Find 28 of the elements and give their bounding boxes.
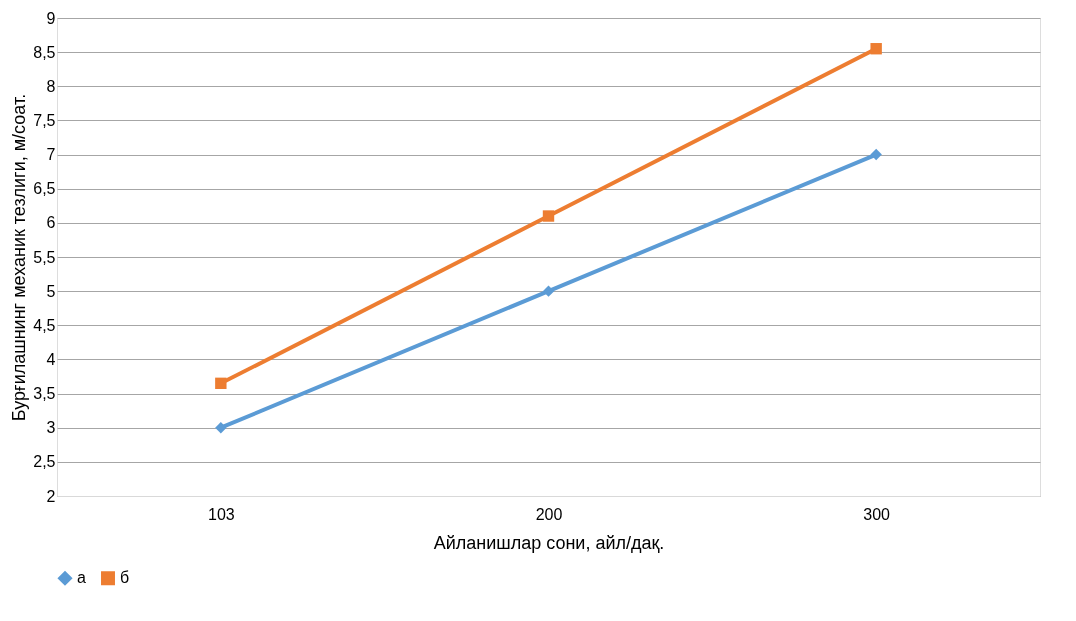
point: [870, 43, 882, 55]
y-tick-label: 4,5: [33, 316, 56, 334]
legend-label: б: [120, 569, 130, 587]
y-tick-label: 8,5: [33, 43, 56, 61]
point: [215, 377, 227, 390]
y-tick-label: 7: [46, 146, 56, 164]
y-tick-label: 8: [46, 77, 56, 95]
y-tick-label: 3: [46, 419, 56, 437]
y-tick-label: 6: [46, 214, 56, 232]
y-tick-label: 2: [46, 487, 56, 505]
x-tick-label: 300: [863, 505, 891, 523]
point: [542, 210, 555, 222]
y-axis-title: Бурғилашнинг механик тезлиги, м/соат.: [9, 93, 30, 422]
x-tick-label: 103: [207, 505, 235, 523]
legend-label: а: [77, 569, 86, 587]
point: [870, 148, 882, 161]
y-tick-label: 2,5: [33, 453, 56, 471]
y-tick-label: 5,5: [33, 248, 56, 266]
x-tick-label: 200: [535, 505, 563, 523]
point: [215, 422, 227, 434]
y-tick-label: 9: [46, 9, 56, 27]
y-tick-label: 5: [46, 282, 56, 300]
x-axis-title: Айланишлар сони, айл/дақ.: [433, 532, 665, 553]
y-tick-label: 6,5: [33, 180, 56, 198]
point: [542, 285, 555, 297]
y-tick-label: 7,5: [33, 111, 56, 129]
y-tick-label: 3,5: [33, 385, 56, 403]
y-tick-label: 4: [46, 350, 56, 368]
